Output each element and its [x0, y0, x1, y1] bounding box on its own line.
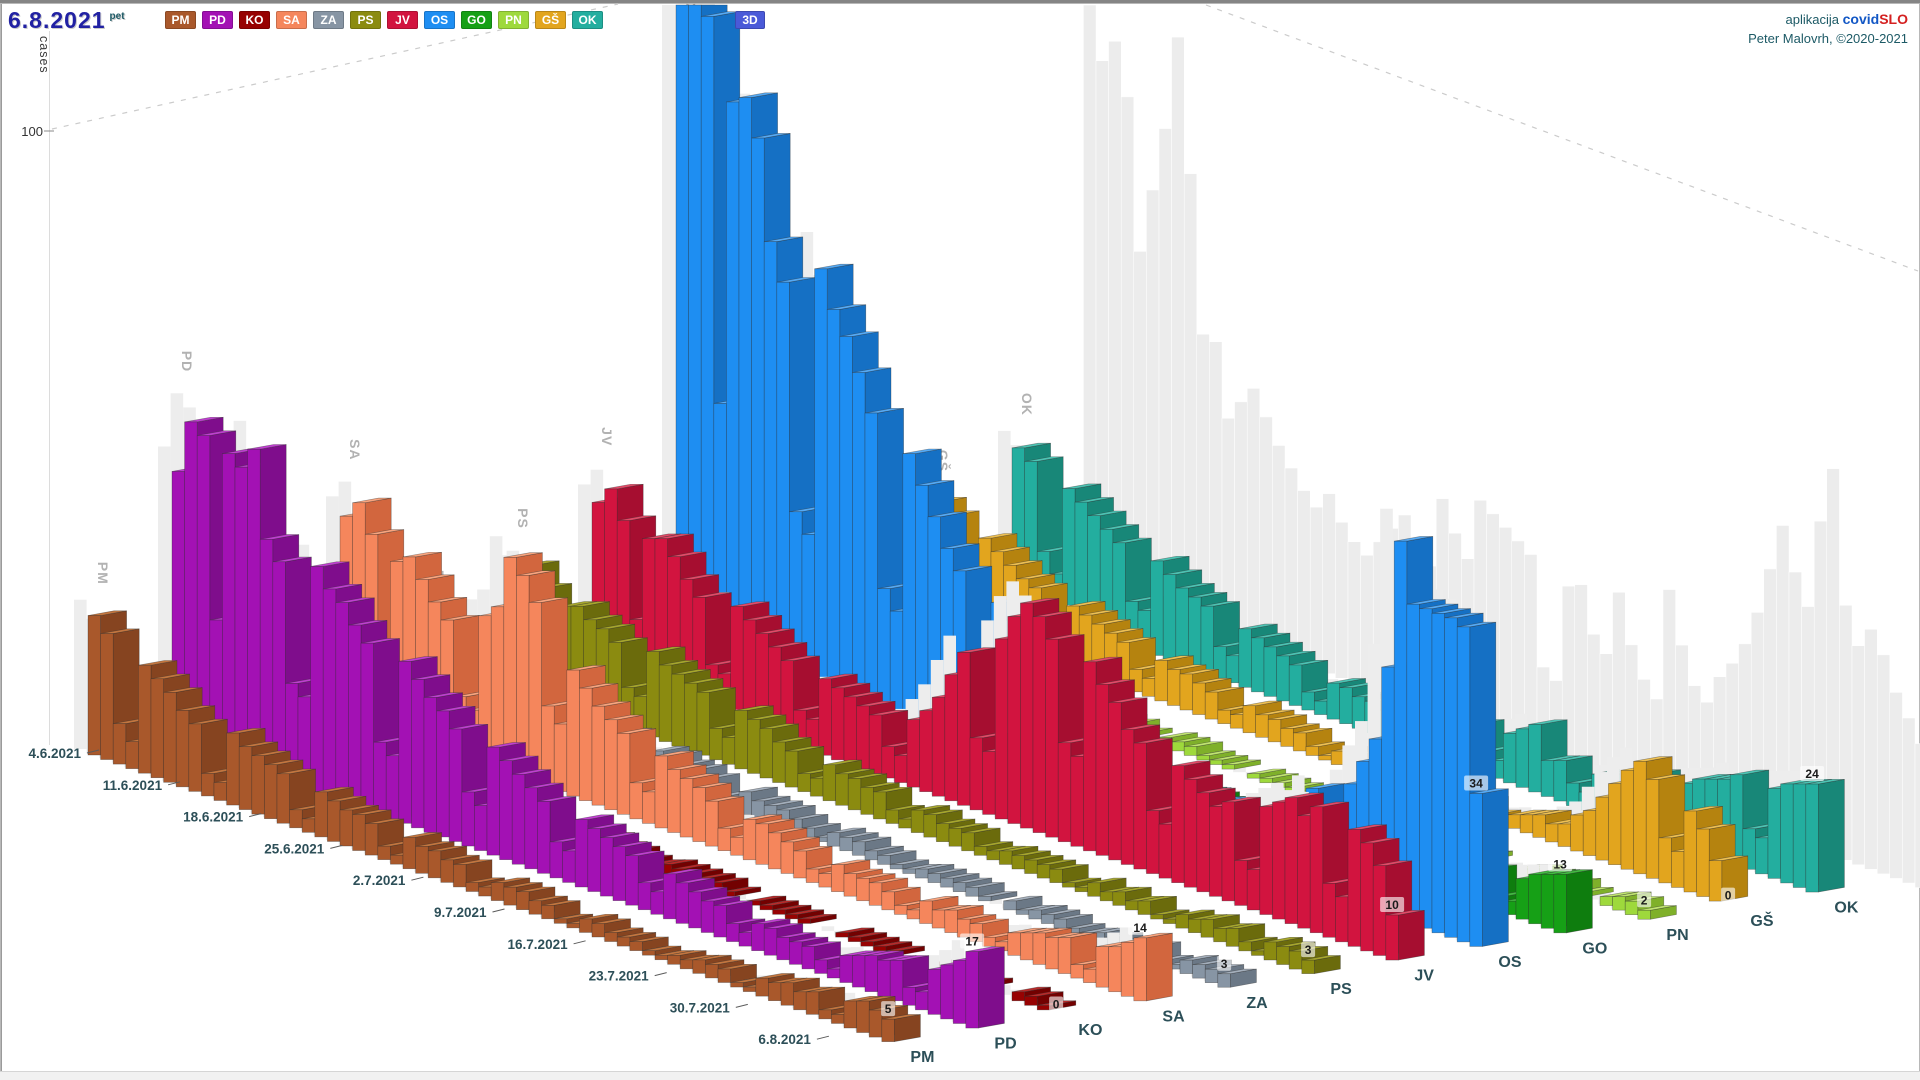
date-tick-9.7.2021: 9.7.2021 — [434, 905, 487, 920]
series-ghost-label-OK: OK — [1019, 393, 1035, 416]
legend-item-JV[interactable]: JV — [387, 11, 418, 29]
legend-item-PD[interactable]: PD — [202, 11, 233, 29]
app-title: aplikacija covidSLO — [1748, 9, 1908, 30]
current-date-value: 6.8.2021 — [8, 7, 106, 33]
final-value-GO: 13 — [1553, 857, 1567, 871]
legend-item-GŠ[interactable]: GŠ — [535, 11, 566, 29]
legend-item-KO[interactable]: KO — [239, 11, 270, 29]
legend-item-ZA[interactable]: ZA — [313, 11, 344, 29]
date-tick-2.7.2021: 2.7.2021 — [353, 873, 406, 888]
date-tick-23.7.2021: 23.7.2021 — [589, 969, 650, 984]
date-tick-30.7.2021: 30.7.2021 — [670, 1000, 731, 1015]
series-PM — [87, 610, 921, 1043]
date-tick-6.8.2021: 6.8.2021 — [758, 1032, 811, 1047]
final-value-GŠ: 0 — [1725, 889, 1732, 903]
final-value-OK: 24 — [1805, 767, 1819, 781]
author-line: Peter Malovrh, ©2020-2021 — [1748, 30, 1908, 46]
svg-text:OK: OK — [1019, 393, 1035, 416]
current-weekday: pet — [109, 11, 125, 23]
chart-canvas[interactable]: 100casesOKGŠPNGOOSJVPSZASAKOPDPM4.6.2021… — [0, 3, 1920, 1080]
final-value-KO: 0 — [1053, 997, 1060, 1011]
brand-slo: SLO — [1879, 11, 1908, 27]
legend-item-OK[interactable]: OK — [572, 11, 603, 29]
legend-item-PS[interactable]: PS — [350, 11, 381, 29]
y-axis-tick-100: 100 — [21, 124, 43, 139]
series-PD — [171, 416, 1005, 1029]
credits: aplikacija covidSLO Peter Malovrh, ©2020… — [1748, 9, 1908, 49]
series-ghost-label-SA: SA — [347, 439, 363, 460]
legend-item-PN[interactable]: PN — [498, 11, 529, 29]
series-label-PN: PN — [1666, 927, 1688, 944]
final-value-OS: 34 — [1469, 776, 1483, 790]
app-title-prefix: aplikacija — [1785, 12, 1840, 27]
final-value-PS: 3 — [1305, 943, 1312, 957]
date-tick-11.6.2021: 11.6.2021 — [103, 778, 163, 793]
brand-covid: covid — [1842, 11, 1880, 27]
series-label-ZA: ZA — [1246, 995, 1268, 1012]
series-ghost-label-PS: PS — [515, 508, 531, 529]
svg-text:PS: PS — [515, 508, 531, 529]
svg-text:JV: JV — [599, 427, 615, 446]
current-date: 6.8.2021 pet — [8, 7, 125, 34]
final-value-PD: 17 — [965, 935, 979, 949]
series-label-SA: SA — [1162, 1008, 1185, 1025]
series-label-PD: PD — [994, 1036, 1016, 1053]
final-value-JV: 10 — [1385, 898, 1399, 912]
final-value-PM: 5 — [885, 1002, 892, 1016]
series-label-GO: GO — [1582, 940, 1607, 957]
date-tick-25.6.2021: 25.6.2021 — [264, 841, 325, 856]
series-label-GŠ: GŠ — [1750, 911, 1773, 930]
series-label-JV: JV — [1414, 968, 1434, 985]
series-ghost-label-PM: PM — [95, 562, 111, 585]
legend-item-GO[interactable]: GO — [461, 11, 492, 29]
svg-text:SA: SA — [347, 439, 363, 460]
svg-text:PM: PM — [95, 562, 111, 585]
series-ghost-label-JV: JV — [599, 427, 615, 446]
series-label-OS: OS — [1498, 954, 1521, 971]
series-label-KO: KO — [1078, 1022, 1102, 1039]
final-value-ZA: 3 — [1221, 957, 1228, 971]
series-label-PM: PM — [910, 1049, 934, 1066]
date-axis: 4.6.2021 11.6.2021 18.6.2021 25.6.2021 2.7.2… — [28, 746, 830, 1047]
date-tick-16.7.2021: 16.7.2021 — [508, 937, 569, 952]
legend-item-SA[interactable]: SA — [276, 11, 307, 29]
legend-item-OS[interactable]: OS — [424, 11, 455, 29]
series-ghost-label-PD: PD — [179, 351, 195, 372]
series-label-OK: OK — [1834, 900, 1858, 917]
window-bottom-strip — [0, 1071, 1920, 1080]
final-value-PN: 2 — [1641, 893, 1648, 907]
legend: PM PD KO SA ZA PS JV OS GO PN GŠ OK — [165, 11, 603, 29]
legend-item-PM[interactable]: PM — [165, 11, 196, 29]
svg-text:PD: PD — [179, 351, 195, 372]
series-end-labels: PM 5 PD 17 KO 0 SA 14 ZA 3 PS 3 JV 10 OS 34 GO 13 PN 2 GŠ 0 OK… — [881, 766, 1859, 1066]
final-value-SA: 14 — [1133, 921, 1147, 935]
date-tick-4.6.2021: 4.6.2021 — [28, 746, 81, 761]
background-silhouette — [1083, 4, 1920, 888]
date-tick-18.6.2021: 18.6.2021 — [183, 810, 244, 825]
svg-text:cases: cases — [37, 36, 51, 74]
y-axis-label: cases — [37, 36, 51, 74]
series-label-PS: PS — [1330, 981, 1352, 998]
mode-3d-button[interactable]: 3D — [735, 11, 765, 29]
